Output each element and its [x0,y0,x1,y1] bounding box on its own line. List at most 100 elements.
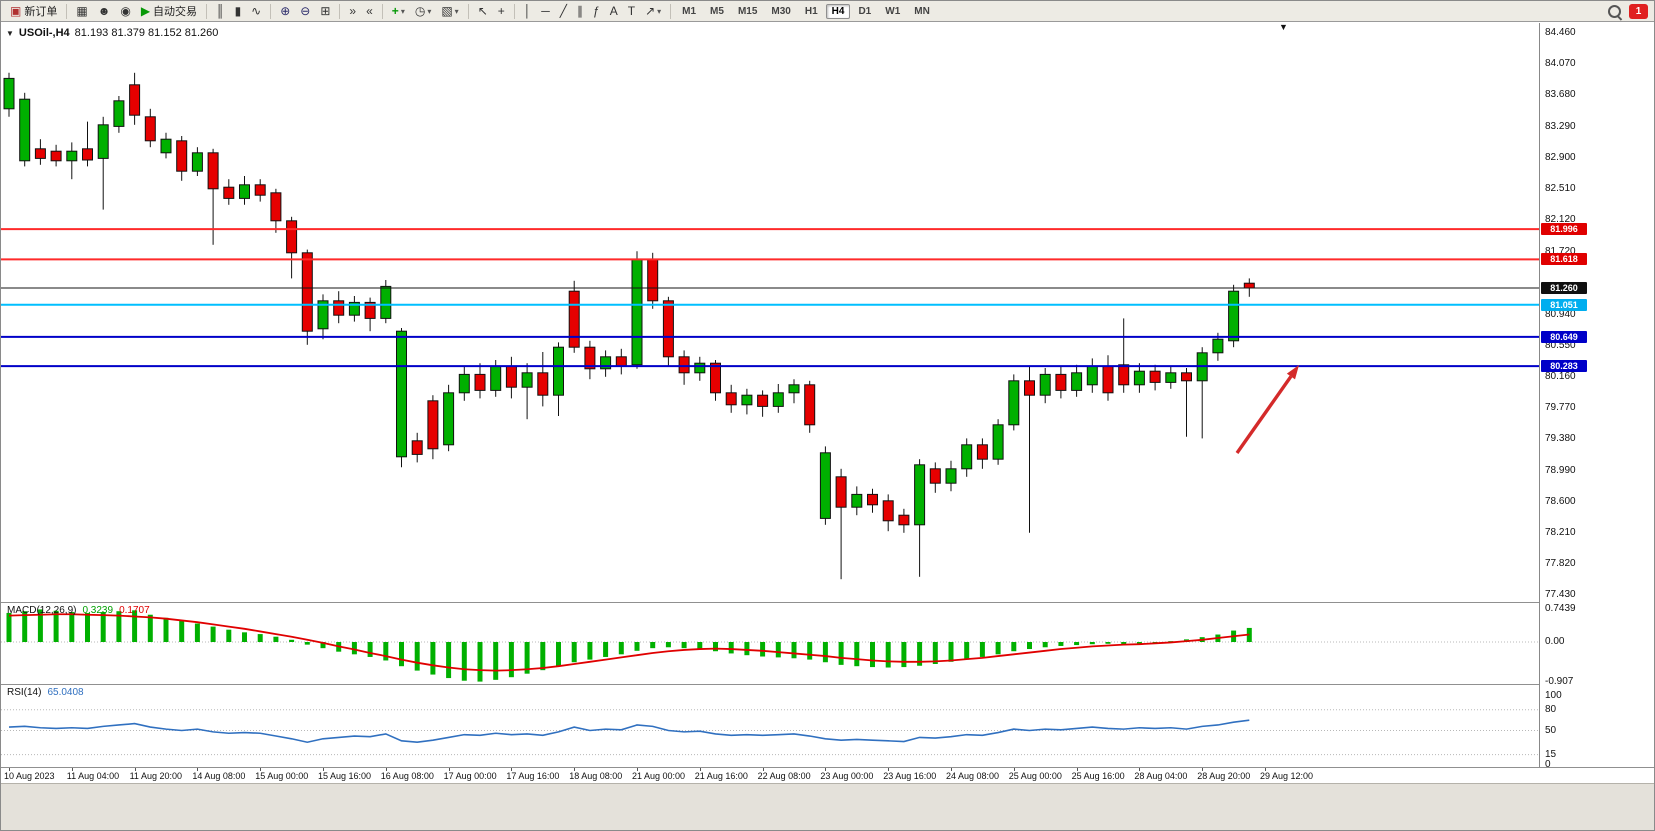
time-axis-tick [197,768,199,771]
candle-body [505,365,517,388]
label-button[interactable]: T [624,2,639,21]
timeframe-D1-button[interactable]: D1 [858,5,872,17]
notification-badge[interactable]: 1 [1629,3,1648,19]
candle-body [898,514,910,526]
periods-button[interactable]: ◷ ▾ [411,2,436,21]
zoom-in-button[interactable]: ⊕ [276,2,294,21]
line-chart-button[interactable]: ∿ [247,2,265,21]
fibonacci-icon: ƒ [593,4,600,18]
candle-body [50,150,62,162]
line-chart-icon: ∿ [251,4,262,18]
candlestick-chart-button[interactable]: ▮ [231,2,246,21]
fibonacci-button[interactable]: ƒ [589,2,604,21]
vertical-line-button[interactable]: │ [520,2,536,21]
macd-canvas[interactable] [1,602,1539,685]
timeframe-M30-button[interactable]: M30 [771,5,791,17]
toolbar-separator [339,3,341,19]
timeframe-H1-button[interactable]: H1 [804,5,818,17]
candle-body [521,372,533,388]
candle-body [804,384,816,426]
candle-body [914,464,926,526]
candle-body [19,98,31,162]
candle-body [34,148,46,159]
auto-trading-button[interactable]: ▶ 自动交易 [137,2,201,21]
price-axis-label: 82.120 [1545,214,1576,226]
chart-window-button[interactable]: ▦ [72,2,91,21]
toolbar-separator [467,3,469,19]
search-button[interactable] [1605,2,1623,20]
auto-scroll-button[interactable]: » [345,2,360,21]
candle-body [600,356,612,370]
time-axis-tick [1139,768,1141,771]
zoom-out-button[interactable]: ⊖ [296,2,314,21]
chart-window: ▼ ▼ USOil-,H4 81.193 81.379 81.152 81.26… [1,22,1654,830]
candle-body [882,500,894,522]
candle-body [458,373,470,394]
text-button[interactable]: A [606,2,622,21]
new-order-button[interactable]: ▣ 新订单 [6,2,61,21]
candle-body [1149,370,1161,383]
timeframe-MN-button[interactable]: MN [914,5,930,17]
profile-button[interactable]: ☻ [94,2,115,21]
bars-chart-icon: ║ [216,4,225,18]
time-axis[interactable]: 10 Aug 2023 11 Aug 04:00 11 Aug 20:00 14 Au… [1,767,1654,783]
price-axis-label: 78.990 [1545,464,1576,476]
community-button[interactable]: ◉ [116,2,134,21]
timeframe-M15-button[interactable]: M15 [737,5,758,17]
tile-windows-button[interactable]: ⊞ [316,2,334,21]
horizontal-line-button[interactable]: ─ [537,2,554,21]
toolbar-separator [513,3,515,19]
time-axis-tick [574,768,576,771]
candle-body [710,362,721,394]
auto-trading-button-label: 自动交易 [153,6,198,18]
time-axis-tick [888,768,890,771]
indicators-button[interactable]: + ▾ [388,2,409,21]
price-axis-label: 81.720 [1545,246,1576,258]
bars-chart-button[interactable]: ║ [212,2,229,21]
price-badge-81.260: 81.260 [1541,282,1587,294]
rsi-label: RSI(14) 65.0408 [7,687,84,698]
time-axis-label: 21 Aug 00:00 [632,771,686,781]
candle-body [301,252,313,332]
time-axis-label: 28 Aug 20:00 [1197,771,1251,781]
price-axis-label: 80.160 [1545,371,1576,382]
candle-body [537,372,549,396]
timeframe-M1-button[interactable]: M1 [682,5,697,17]
collapse-triangle-icon[interactable]: ▼ [6,28,14,38]
price-axis-label: 77.820 [1545,558,1576,570]
candle-body [411,440,423,455]
time-axis-label: 18 Aug 08:00 [569,771,623,781]
cursor-button[interactable]: ↖ [474,2,492,21]
channel-button[interactable]: ∥ [573,2,587,21]
candle-body [631,258,643,366]
rsi-value: 65.0408 [47,687,84,698]
main-chart-canvas[interactable] [1,23,1539,602]
timeframe-M5-button[interactable]: M5 [710,5,724,17]
price-axis-label: 84.070 [1545,58,1576,70]
trend-arrow-shaft[interactable] [1235,375,1293,454]
macd-axis-label: -0.907 [1545,675,1574,687]
templates-icon: ▧ [441,4,453,18]
timeframe-H4-button[interactable]: H4 [825,3,851,19]
candle-body [835,476,847,508]
crosshair-icon: + [497,4,505,18]
indicators-icon: + [391,4,399,18]
arrows-button[interactable]: ↗ ▾ [641,2,665,21]
rsi-canvas[interactable] [1,684,1539,768]
templates-button[interactable]: ▧ ▾ [437,2,462,21]
chart-ohlc-values: 81.193 81.379 81.152 81.260 [74,27,219,39]
price-axis-label: 83.680 [1545,89,1576,101]
toolbar-separator [206,3,208,19]
chart-shift-icon: « [366,4,373,18]
macd-signal-value: 0.1707 [119,605,150,616]
chart-shift-button[interactable]: « [362,2,377,21]
trendline-button[interactable]: ╱ [556,2,571,21]
price-axis-label: 84.460 [1545,27,1576,38]
price-axis[interactable]: 84.460 84.070 83.680 83.290 82.900 82.510 82.1… [1539,23,1654,770]
candle-body [129,84,141,116]
chart-shift-marker-icon[interactable]: ▼ [1279,22,1288,32]
trend-arrow-head[interactable] [1286,365,1299,380]
crosshair-button[interactable]: + [494,2,509,21]
timeframe-W1-button[interactable]: W1 [885,5,901,17]
